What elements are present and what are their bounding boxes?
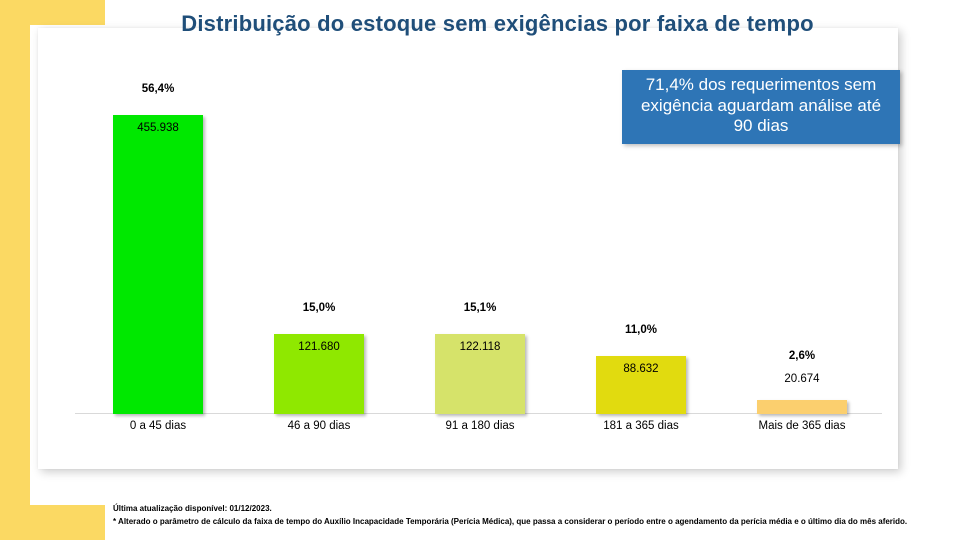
percent-label: 11,0% [625, 324, 657, 336]
category-label: Mais de 365 dias [758, 420, 846, 432]
value-label: 122.118 [459, 341, 501, 353]
page-title: Distribuição do estoque sem exigências p… [181, 11, 814, 36]
percent-label: 15,0% [302, 302, 336, 314]
top-accent-tab [0, 0, 105, 25]
bar-Mais de 365 dias [757, 400, 847, 414]
footer-last-update: Última atualização disponível: 01/12/202… [113, 504, 272, 513]
category-label: 181 a 365 dias [603, 420, 679, 432]
percent-label: 15,1% [463, 302, 497, 314]
value-label: 88.632 [623, 363, 659, 375]
bar-91 a 180 dias [435, 334, 525, 414]
annotation-text: 71,4% dos requerimentos sem exigência ag… [640, 75, 882, 136]
footer-notes: Última atualização disponível: 01/12/202… [113, 502, 953, 528]
chart-card: 71,4% dos requerimentos sem exigência ag… [38, 28, 900, 469]
bar-46 a 90 dias [274, 334, 364, 414]
left-accent-bar [0, 0, 30, 540]
annotation-box: 71,4% dos requerimentos sem exigência ag… [622, 70, 900, 145]
value-label: 121.680 [298, 341, 340, 353]
value-label: 455.938 [137, 122, 179, 134]
percent-label: 2,6% [788, 350, 816, 362]
bottom-accent-tab [0, 505, 105, 540]
category-label: 91 a 180 dias [445, 420, 515, 432]
percent-label: 56,4% [141, 83, 175, 95]
category-label: 46 a 90 dias [287, 420, 351, 432]
value-label: 20.674 [784, 373, 820, 385]
footer-methodology-note: * Alterado o parâmetro de cálculo da fai… [113, 517, 908, 526]
bar-0 a 45 dias [113, 115, 203, 414]
category-label: 0 a 45 dias [129, 420, 187, 432]
bar-181 a 365 dias [596, 356, 686, 414]
